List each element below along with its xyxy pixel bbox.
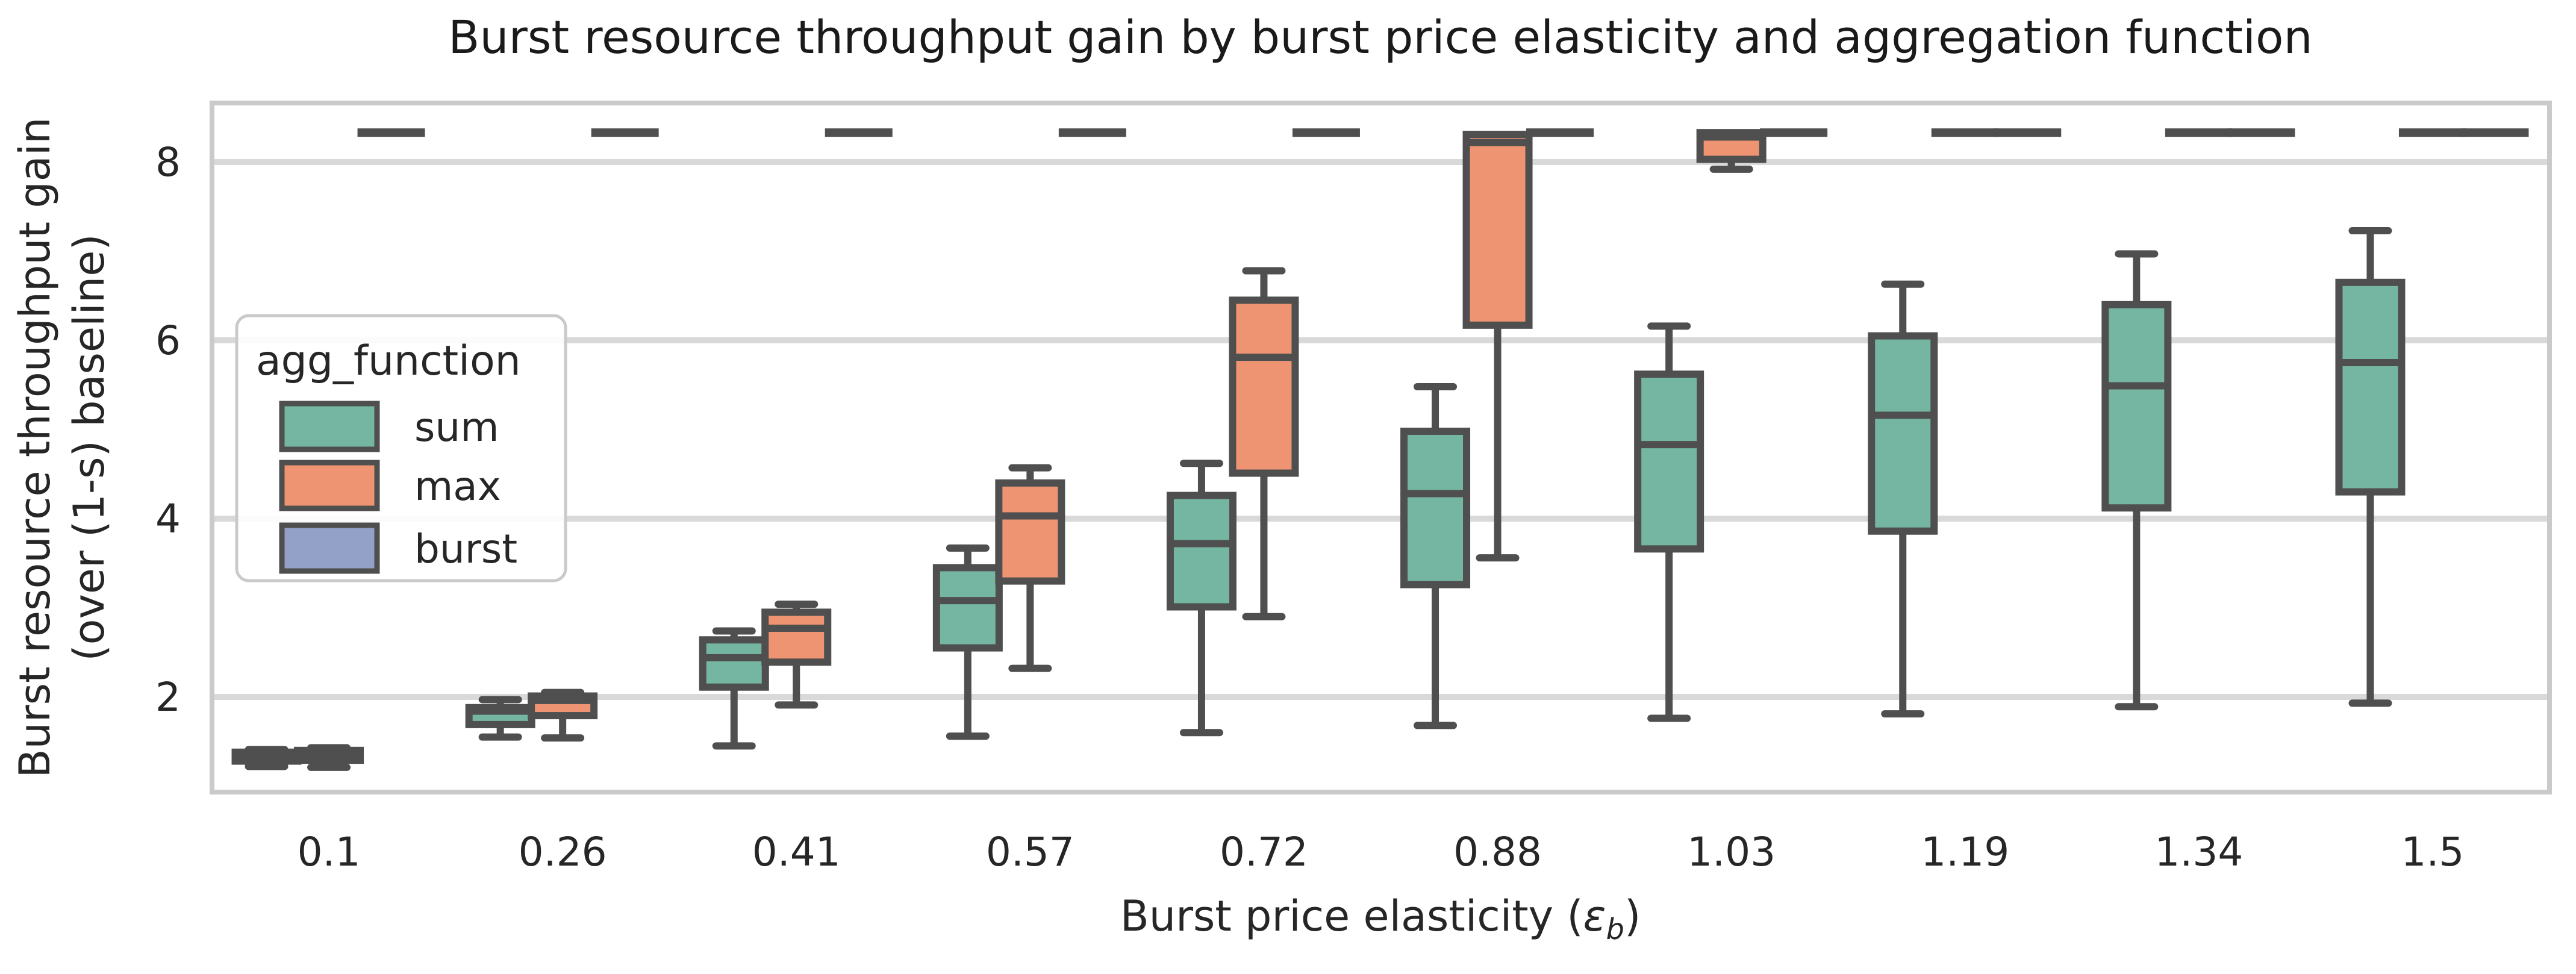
x-axis-label: Burst price elasticity (εb) <box>1120 891 1641 946</box>
flat-box <box>2227 128 2295 137</box>
flat-box <box>1526 128 1594 137</box>
legend-label-sum: sum <box>414 404 499 451</box>
y-tick-8: 8 <box>155 139 181 186</box>
iqr-box <box>699 636 769 691</box>
box-burst-0.88 <box>1526 128 1594 137</box>
box-sum-0.88 <box>1400 382 1471 729</box>
box-max-0.88 <box>1462 131 1533 562</box>
x-tick-0.26: 0.26 <box>519 829 607 875</box>
flat-box <box>357 128 425 137</box>
flat-box <box>2165 128 2233 137</box>
iqr-box <box>995 479 1065 585</box>
epsilon-symbol: ε <box>1583 891 1606 941</box>
box-burst-1.03 <box>1760 128 1828 137</box>
x-axis-label-prefix: Burst price elasticity ( <box>1120 891 1583 941</box>
boxplot-groups <box>231 128 2529 771</box>
x-tick-labels: 0.1 0.26 0.41 0.57 0.72 0.88 1.03 1.19 1.34 1.5 <box>298 829 2465 875</box>
box-burst-0.1 <box>357 128 425 137</box>
flat-box <box>1058 128 1126 137</box>
box-sum-1.34 <box>2101 250 2172 711</box>
x-tick-1.34: 1.34 <box>2154 829 2243 875</box>
chart-title: Burst resource throughput gain by burst … <box>448 10 2312 64</box>
box-max-1.5 <box>2398 128 2466 137</box>
iqr-box <box>1868 332 1938 535</box>
box-max-0.72 <box>1229 267 1299 620</box>
y-axis-label-line1: Burst resource throughput gain <box>10 117 60 778</box>
legend: agg_function sum max burst <box>235 314 567 582</box>
legend-entry-burst: burst <box>279 522 517 574</box>
x-tick-0.88: 0.88 <box>1453 829 1542 875</box>
x-tick-0.72: 0.72 <box>1220 829 1308 875</box>
box-burst-1.34 <box>2227 128 2295 137</box>
iqr-box <box>761 608 832 666</box>
box-burst-0.57 <box>1058 128 1126 137</box>
box-max-1.19 <box>1931 128 1999 137</box>
y-tick-6: 6 <box>155 317 181 364</box>
x-axis-label-suffix: ) <box>1624 891 1641 941</box>
legend-entry-sum: sum <box>279 401 499 452</box>
x-tick-0.41: 0.41 <box>752 829 841 875</box>
box-sum-0.72 <box>1166 460 1237 737</box>
box-max-0.1 <box>294 744 364 771</box>
box-burst-0.72 <box>1292 128 1360 137</box>
box-burst-1.19 <box>1994 128 2062 137</box>
legend-entry-max: max <box>279 460 501 511</box>
box-sum-1.03 <box>1634 322 1704 722</box>
box-sum-0.57 <box>932 544 1003 740</box>
legend-frame <box>235 314 567 582</box>
x-tick-0.57: 0.57 <box>986 829 1074 875</box>
y-tick-labels: 2 4 6 8 <box>155 139 181 720</box>
legend-swatch-sum <box>279 401 380 452</box>
box-sum-0.1 <box>231 746 302 770</box>
box-burst-0.41 <box>825 128 893 137</box>
iqr-box <box>1229 296 1299 477</box>
legend-swatch-max <box>279 460 380 511</box>
legend-label-burst: burst <box>414 526 517 572</box>
box-sum-1.5 <box>2335 226 2406 707</box>
box-burst-1.5 <box>2461 128 2529 137</box>
legend-title: agg_function <box>256 337 521 385</box>
box-max-1.03 <box>1696 129 1767 173</box>
flat-box <box>1994 128 2062 137</box>
box-max-0.41 <box>761 601 832 709</box>
plot-border <box>210 101 2552 794</box>
box-sum-1.19 <box>1868 280 1938 718</box>
gridlines <box>212 159 2549 700</box>
y-tick-2: 2 <box>155 674 181 720</box>
x-tick-1.5: 1.5 <box>2401 829 2464 875</box>
flat-box <box>825 128 893 137</box>
x-tick-1.19: 1.19 <box>1921 829 2009 875</box>
y-axis-label-line2: (over (1-s) baseline) <box>64 234 114 661</box>
iqr-box <box>2101 301 2172 512</box>
iqr-box <box>1634 370 1704 553</box>
box-sum-0.26 <box>465 696 535 741</box>
iqr-box <box>1400 427 1471 588</box>
iqr-box <box>932 564 1003 652</box>
legend-swatch-burst <box>279 522 380 574</box>
flat-box <box>1292 128 1360 137</box>
x-axis-label-subscript: b <box>1606 913 1624 946</box>
iqr-box <box>1166 492 1237 611</box>
box-max-0.57 <box>995 464 1065 672</box>
box-max-1.34 <box>2165 128 2233 137</box>
iqr-box <box>1462 131 1533 329</box>
flat-box <box>1760 128 1828 137</box>
iqr-box <box>2335 278 2406 496</box>
box-sum-0.41 <box>699 627 769 750</box>
legend-label-max: max <box>414 463 501 510</box>
flat-box <box>591 128 659 137</box>
flat-box <box>2461 128 2529 137</box>
flat-box <box>1931 128 1999 137</box>
flat-box <box>2398 128 2466 137</box>
x-tick-1.03: 1.03 <box>1687 829 1776 875</box>
y-tick-4: 4 <box>155 496 181 542</box>
box-max-0.26 <box>528 688 598 742</box>
box-burst-0.26 <box>591 128 659 137</box>
x-tick-0.1: 0.1 <box>298 829 361 875</box>
